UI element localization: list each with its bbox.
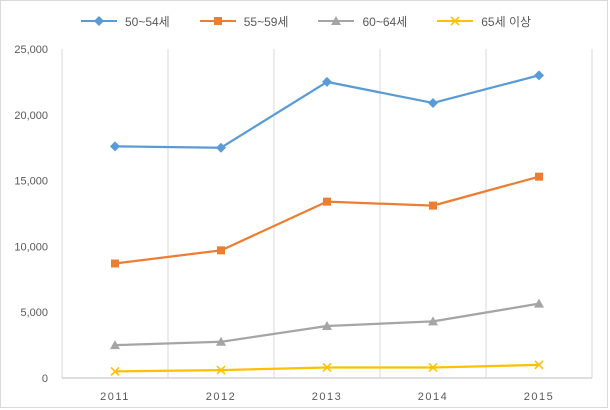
legend: 50~54세 55~59세 60~64세 65세 이상 [0, 10, 610, 32]
series-layer [110, 70, 544, 376]
legend-label-60-64: 60~64세 [362, 14, 408, 29]
data-point-x [534, 360, 544, 370]
data-point-diamond [534, 70, 544, 81]
data-point-diamond [428, 97, 438, 108]
legend-item-50-54: 50~54세 [79, 13, 170, 30]
legend-item-55-59: 55~59세 [198, 13, 289, 30]
data-point-triangle [534, 298, 544, 308]
data-point-square [429, 201, 437, 210]
data-point-triangle [428, 316, 438, 326]
legend-swatch-60-64 [318, 16, 355, 25]
y-tick-label: 15,000 [14, 176, 48, 188]
data-point-x-stroke [216, 365, 226, 375]
data-point-x-stroke [428, 362, 438, 373]
series-line-1 [114, 175, 540, 265]
x-tick-label: 2012 [206, 391, 236, 403]
data-point-square [535, 172, 543, 181]
data-point-x-stroke [110, 366, 120, 376]
x-tick-label: 2014 [418, 391, 448, 403]
legend-label-65-plus: 65세 이상 [481, 14, 532, 29]
data-point-triangle [110, 340, 120, 350]
data-point-square [323, 197, 331, 206]
legend-swatch-50-54 [80, 16, 117, 26]
data-point-diamond [322, 76, 332, 87]
y-tick-label: 20,000 [14, 110, 48, 122]
data-point-x [216, 365, 226, 375]
data-point-x [322, 362, 332, 373]
legend-swatch-55-59 [199, 17, 236, 25]
legend-label-50-54: 50~54세 [124, 14, 170, 29]
y-tick-label: 10,000 [14, 241, 48, 253]
y-tick-label: 0 [42, 373, 48, 385]
grid-layer [61, 49, 593, 378]
data-point-square [111, 259, 119, 268]
data-point-square [217, 246, 225, 255]
data-point-triangle [216, 336, 226, 346]
data-point-x [428, 362, 438, 373]
data-point-diamond [110, 141, 120, 152]
data-point-x-stroke [534, 360, 544, 370]
axis-layer: 0 5,000 10,000 15,000 20,000 25,000 2011 2012 20… [14, 44, 592, 403]
legend-item-65-plus: 65세 이상 [435, 13, 531, 30]
x-tick-label: 2013 [312, 391, 342, 403]
x-tick-label: 2015 [524, 391, 554, 403]
legend-label-55-59: 55~59세 [243, 14, 289, 29]
x-tick-label: 2011 [100, 391, 130, 403]
data-point-diamond [216, 142, 226, 153]
data-point-triangle [322, 321, 332, 331]
data-point-x-stroke [322, 362, 332, 373]
y-tick-label: 25,000 [14, 44, 48, 56]
legend-swatch-65-plus [437, 16, 474, 26]
y-tick-label: 5,000 [20, 307, 48, 319]
legend-item-60-64: 60~64세 [316, 13, 407, 30]
data-point-x [110, 366, 120, 376]
